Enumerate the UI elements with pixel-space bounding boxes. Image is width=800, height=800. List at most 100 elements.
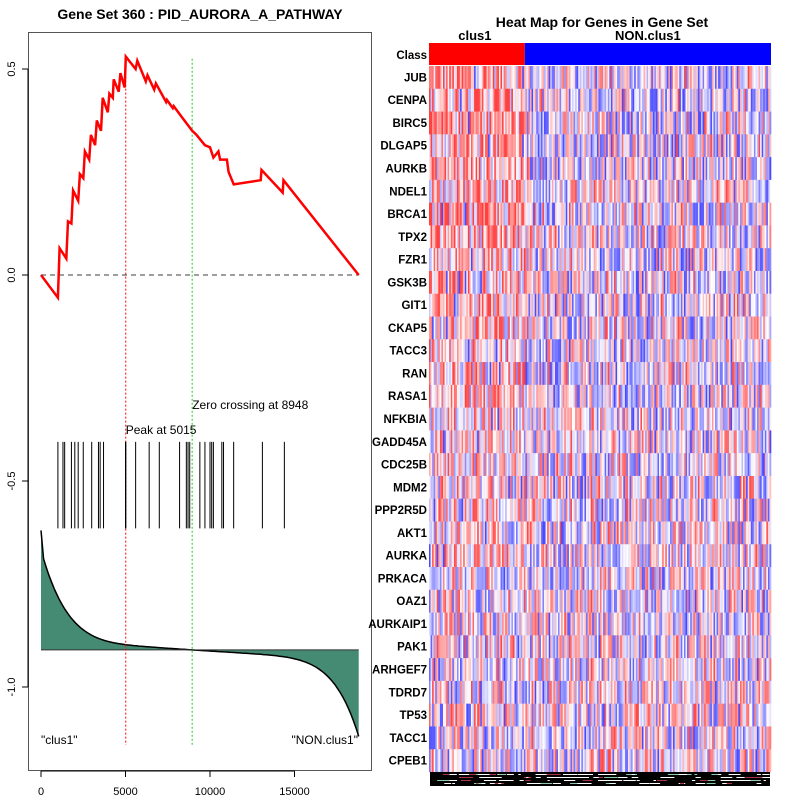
heatmap-cell (750, 179, 753, 203)
heatmap-cell (666, 248, 669, 272)
heatmap-cell (537, 248, 540, 272)
heatmap-cell (508, 179, 511, 203)
heatmap-cell (761, 134, 764, 158)
heatmap-cell (711, 202, 714, 226)
heatmap-cell (433, 134, 436, 158)
heatmap-cell (702, 430, 705, 454)
heatmap-cell (508, 157, 511, 181)
heatmap-cell (649, 384, 652, 408)
heatmap-cell (484, 362, 487, 386)
heatmap-cell (564, 544, 567, 568)
heatmap-cell (463, 475, 466, 500)
heatmap-cell (655, 179, 658, 203)
heatmap-cell (433, 248, 436, 272)
heatmap-cell (631, 339, 633, 363)
heatmap-cell (677, 453, 680, 477)
heatmap-cell (739, 111, 742, 135)
heatmap-cell (446, 248, 448, 272)
heatmap-cell (705, 202, 708, 226)
heatmap-cell (708, 407, 711, 431)
heatmap-cell (746, 270, 748, 295)
heatmap-cell (747, 498, 750, 522)
heatmap-cell (478, 384, 481, 408)
heatmap-cell (433, 498, 436, 522)
heatmap-cell (503, 293, 506, 317)
heatmap-cell (544, 316, 546, 340)
heatmap-cell (682, 521, 685, 545)
heatmap-cell (438, 134, 441, 158)
heatmap-cell (725, 498, 728, 522)
heatmap-cell (691, 293, 694, 317)
heatmap-cell (683, 134, 686, 158)
heatmap-cell (486, 88, 489, 112)
heatmap-cell (503, 362, 506, 386)
heatmap-cell (716, 316, 719, 340)
heatmap-cell (429, 157, 431, 181)
heatmap-cell (481, 66, 484, 90)
heatmap-cell (618, 475, 621, 500)
heatmap-cell (469, 293, 472, 317)
heatmap-cell (562, 88, 565, 112)
heatmap-cell (553, 293, 556, 317)
heatmap-cell (752, 384, 755, 408)
heatmap-cell (568, 293, 571, 317)
heatmap-cell (733, 248, 736, 272)
heatmap-cell (556, 430, 559, 454)
heatmap-cell (508, 270, 511, 295)
heatmap-cell (430, 567, 433, 591)
heatmap-cell (567, 544, 570, 568)
heatmap-cell (631, 111, 633, 135)
heatmap-cell (632, 453, 635, 477)
heatmap-cell (564, 453, 567, 477)
heatmap-cell (651, 407, 654, 431)
heatmap-cell (659, 521, 661, 545)
heatmap-cell (682, 157, 685, 181)
heatmap-cell (598, 66, 601, 90)
heatmap-cell (449, 316, 452, 340)
heatmap-cell (680, 248, 683, 272)
heatmap-cell (760, 498, 762, 522)
heatmap-cell (575, 202, 577, 226)
heatmap-cell (758, 475, 761, 500)
heatmap-cell (710, 66, 713, 90)
heatmap-cell (562, 521, 565, 545)
heatmap-cell (592, 430, 595, 454)
heatmap-cell (744, 407, 747, 431)
heatmap-cell (567, 384, 570, 408)
heatmap-cell (539, 179, 542, 203)
heatmap-cell (466, 430, 469, 454)
heatmap-cell (632, 202, 635, 226)
heatmap-cell (627, 225, 630, 249)
heatmap-cell (556, 339, 559, 363)
heatmap-cell (697, 134, 700, 158)
heatmap-cell (631, 407, 633, 431)
heatmap-cell (463, 453, 466, 477)
heatmap-cell (604, 248, 607, 272)
heatmap-cell (511, 475, 514, 500)
heatmap-cell (575, 362, 577, 386)
heatmap-cell (629, 157, 632, 181)
heatmap-cell (735, 111, 738, 135)
heatmap-cell (682, 270, 685, 295)
heatmap-cell (733, 498, 736, 522)
heatmap-cell (680, 362, 683, 386)
heatmap-cell (438, 362, 441, 386)
heatmap-cell (654, 179, 657, 203)
heatmap-cell (589, 66, 591, 90)
heatmap-cell (755, 475, 758, 500)
heatmap-cell (621, 339, 624, 363)
heatmap-cell (638, 248, 641, 272)
heatmap-cell (478, 225, 481, 249)
heatmap-cell (576, 521, 579, 545)
heatmap-cell (600, 157, 602, 181)
heatmap-cell (603, 453, 605, 477)
heatmap-cell (631, 293, 633, 317)
heatmap-cell (738, 66, 741, 90)
heatmap-cell (494, 544, 497, 568)
heatmap-cell (735, 544, 738, 568)
heatmap-cell (519, 453, 522, 477)
heatmap-cell (447, 544, 450, 568)
heatmap-cell (615, 202, 618, 226)
heatmap-cell (753, 521, 756, 545)
heatmap-cell (491, 134, 494, 158)
